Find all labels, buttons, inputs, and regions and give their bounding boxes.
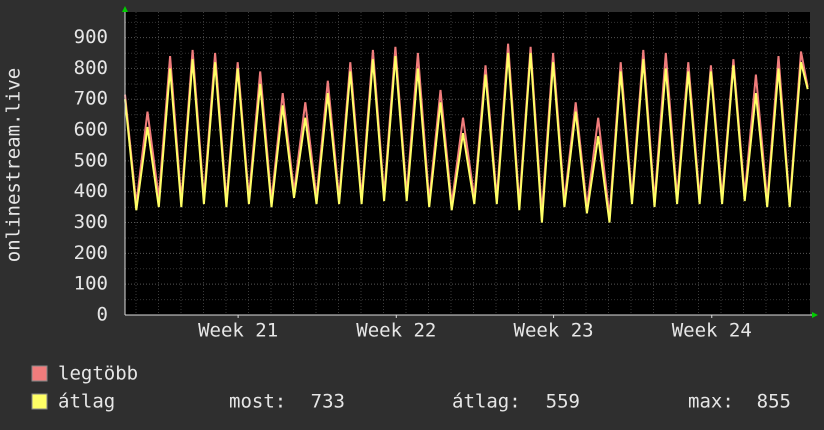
legend-swatch (31, 393, 48, 410)
stat-label: most: (229, 391, 286, 413)
y-arrow (122, 6, 128, 12)
x-arrow (812, 312, 818, 318)
x-tick-label: Week 22 (356, 320, 436, 342)
marks (124, 43, 809, 223)
grid (125, 12, 810, 318)
y-tick-label: 300 (74, 211, 108, 233)
labels: 0 100 200 300 400 500 600 700 800 900 Week 21 Week … (74, 26, 752, 341)
y-axis-label: onlinestream.live (3, 68, 25, 262)
legend-swatch (31, 365, 48, 382)
y-tick-label: 200 (74, 242, 108, 264)
x-tick-label: Week 24 (672, 320, 752, 342)
y-tick-label: 0 (97, 304, 108, 326)
y-tick-label: 800 (74, 57, 108, 79)
stat-value: 733 (311, 391, 345, 413)
series-line (124, 52, 809, 223)
stat-label: átlag: (452, 391, 521, 413)
legend-label: átlag (58, 391, 115, 413)
x-tick-label: Week 23 (514, 320, 594, 342)
y-tick-label: 400 (74, 180, 108, 202)
stat-label: max: (688, 391, 734, 413)
x-tick-label: Week 21 (198, 320, 278, 342)
y-tick-label: 600 (74, 119, 108, 141)
stat-value: 559 (546, 391, 580, 413)
legend-label: legtöbb (58, 363, 138, 385)
stat-value: 855 (757, 391, 791, 413)
y-tick-label: 900 (74, 26, 108, 48)
y-tick-label: 500 (74, 149, 108, 171)
y-tick-label: 700 (74, 88, 108, 110)
y-tick-label: 100 (74, 273, 108, 295)
